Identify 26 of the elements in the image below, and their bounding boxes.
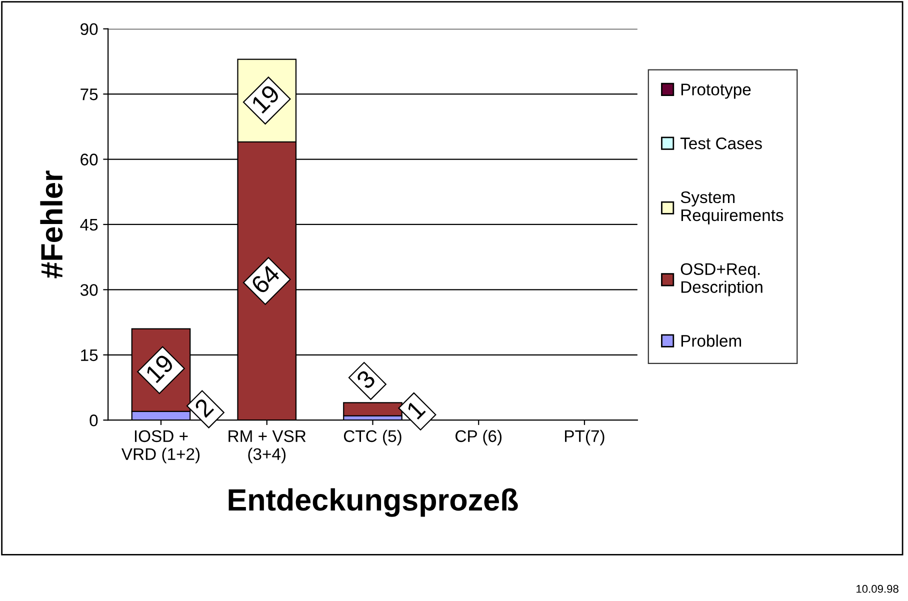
x-tick-label: PT(7) (565, 430, 604, 446)
legend-label: Prototype (681, 84, 751, 99)
text: 10.09.98 (856, 584, 898, 593)
legend-label: Test Cases (680, 138, 762, 150)
y-tick-label: 15 (81, 349, 98, 362)
y-tick-label: 45 (80, 219, 98, 231)
x-tick-label: RM + VSR (3+4) (228, 430, 306, 464)
data-label: 19 (250, 84, 281, 114)
data-label: 64 (250, 264, 281, 295)
x-tick-label: CP (6) (456, 430, 502, 446)
y-tick-label: 0 (90, 414, 98, 426)
y-tick-label: 30 (80, 284, 98, 296)
y-tick-label: 60 (80, 154, 98, 166)
legend-label: Problem (681, 334, 742, 347)
x-tick-label: IOSD + VRD (1+2) (121, 430, 200, 464)
data-label: 19 (144, 353, 175, 384)
x-axis-title: Entdeckungsprozeß (228, 488, 518, 517)
legend-label: System Requirements (680, 191, 784, 224)
legend-label: OSD+Req. Description (680, 263, 762, 296)
y-tick-label: 75 (80, 88, 98, 100)
data-label: 3 (355, 369, 376, 390)
data-label: 1 (406, 400, 426, 420)
y-axis-title: #Fehler (40, 170, 63, 278)
y-tick-label: 90 (80, 23, 98, 36)
x-tick-label: CTC (5) (344, 430, 402, 446)
data-label: 2 (194, 397, 214, 418)
